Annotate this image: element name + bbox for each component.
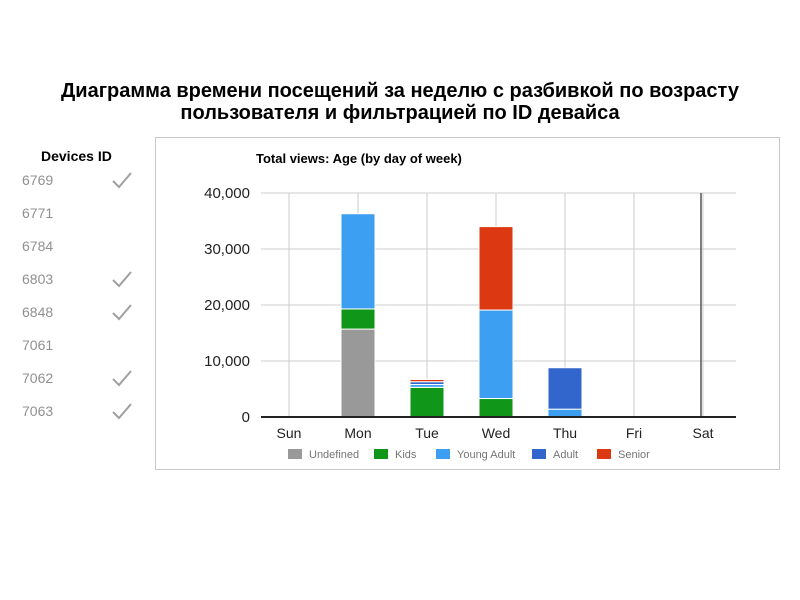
page-title: Диаграмма времени посещений за неделю с … — [0, 80, 800, 124]
device-item-6803[interactable]: 6803 — [22, 269, 142, 291]
device-id-label: 7062 — [22, 370, 54, 386]
device-id-label: 6848 — [22, 304, 54, 320]
x-tick-label: Thu — [553, 425, 577, 441]
device-item-6771[interactable]: 6771 — [22, 203, 142, 225]
device-item-7062[interactable]: 7062 — [22, 368, 142, 390]
legend-swatch — [374, 449, 388, 459]
device-id-label: 6784 — [22, 238, 54, 254]
bar-segment-thu-adult — [547, 367, 583, 410]
y-tick-label: 0 — [242, 409, 250, 426]
device-id-label: 6803 — [22, 271, 54, 287]
bar-segment-wed-senior — [478, 226, 514, 311]
y-tick-label: 10,000 — [204, 353, 250, 370]
device-id-label: 6771 — [22, 205, 54, 221]
device-id-label: 7063 — [22, 403, 54, 419]
device-item-6848[interactable]: 6848 — [22, 302, 142, 324]
devices-list-title: Devices ID — [41, 148, 112, 164]
bar-segment-mon-kids — [340, 308, 376, 330]
legend-label: Kids — [395, 449, 417, 461]
page-title-line-1: Диаграмма времени посещений за неделю с … — [61, 80, 739, 102]
checkmark-icon — [112, 304, 132, 321]
device-id-label: 6769 — [22, 172, 54, 188]
x-tick-label: Sun — [277, 425, 302, 441]
x-tick-label: Fri — [626, 425, 642, 441]
page-title-line-2: пользователя и фильтрацией по ID девайса — [180, 102, 620, 124]
bar-segment-wed-kids — [478, 398, 514, 418]
checkmark-icon — [112, 271, 132, 288]
checkmark-icon — [112, 403, 132, 420]
checkmark-icon — [112, 370, 132, 387]
bar-segment-wed-young-adult — [478, 309, 514, 400]
device-id-label: 7061 — [22, 337, 54, 353]
bar-segment-mon-undefined — [340, 328, 376, 418]
chart-panel: Total views: Age (by day of week) 0 10,000… — [155, 137, 780, 470]
legend-swatch — [436, 449, 450, 459]
device-item-7063[interactable]: 7063 — [22, 401, 142, 423]
device-item-7061[interactable]: 7061 — [22, 335, 142, 357]
bar-segment-tue-senior — [409, 378, 445, 383]
x-tick-label: Tue — [415, 425, 439, 441]
legend-swatch — [597, 449, 611, 459]
chart: Total views: Age (by day of week) 0 10,000… — [204, 151, 736, 461]
x-tick-label: Sat — [692, 425, 713, 441]
checkmark-icon — [112, 172, 132, 189]
legend-swatch — [288, 449, 302, 459]
y-tick-label: 30,000 — [204, 241, 250, 258]
legend-label: Undefined — [309, 449, 359, 461]
chart-title: Total views: Age (by day of week) — [256, 151, 462, 166]
device-item-6784[interactable]: 6784 — [22, 236, 142, 258]
device-item-6769[interactable]: 6769 — [22, 170, 142, 192]
legend-label: Adult — [553, 449, 578, 461]
bar-segment-thu-young-adult — [547, 408, 583, 418]
bar-segment-tue-kids — [409, 386, 445, 418]
x-tick-label: Wed — [482, 425, 511, 441]
bar-segment-mon-young-adult — [340, 213, 376, 310]
x-tick-label: Mon — [344, 425, 371, 441]
y-tick-label: 20,000 — [204, 297, 250, 314]
legend-label: Senior — [618, 449, 650, 461]
legend-label: Young Adult — [457, 449, 515, 461]
y-tick-label: 40,000 — [204, 185, 250, 202]
legend-swatch — [532, 449, 546, 459]
